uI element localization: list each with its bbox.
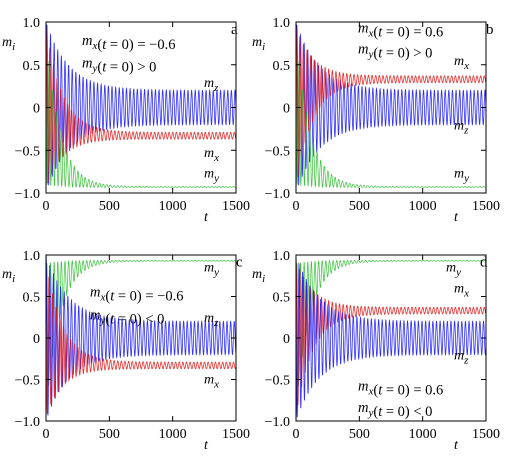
x-tick-label: 0 xyxy=(43,199,50,214)
annotation-my: my(t = 0) > 0 xyxy=(82,55,156,75)
y-tick-label: 0.5 xyxy=(23,59,41,74)
panel-letter: c xyxy=(236,255,243,271)
x-tick-label: 500 xyxy=(349,199,370,214)
series-label-my: my xyxy=(446,261,461,279)
annotation-my: my(t = 0) < 0 xyxy=(358,400,432,420)
series-label-mx: mx xyxy=(454,281,469,299)
series-line-mz xyxy=(296,262,486,418)
series-layer xyxy=(296,259,486,418)
series-label-mx: mx xyxy=(204,146,219,164)
x-tick-label: 1500 xyxy=(472,427,500,442)
x-axis-label: t xyxy=(204,438,209,453)
y-tick-label: 0.5 xyxy=(23,291,41,306)
x-axis-label: t xyxy=(454,438,459,453)
y-tick-label: 1.0 xyxy=(23,249,41,264)
annotation-mx: mx(t = 0) = 0.6 xyxy=(358,20,443,40)
y-tick-label: 1.0 xyxy=(23,16,41,31)
x-axis-label: t xyxy=(204,210,209,225)
series-line-mx xyxy=(46,27,236,184)
panel-letter: a xyxy=(231,22,238,38)
x-tick-label: 1500 xyxy=(472,199,500,214)
x-axis-label: t xyxy=(454,210,459,225)
series-layer xyxy=(46,24,236,188)
y-tick-label: −1.0 xyxy=(15,187,40,202)
y-axis-label: mi xyxy=(2,35,15,53)
y-tick-label: 0.5 xyxy=(273,291,291,306)
y-tick-label: 0 xyxy=(33,102,40,117)
series-label-mz: mz xyxy=(454,349,469,367)
y-axis-label: mi xyxy=(2,267,15,285)
y-tick-label: 1.0 xyxy=(273,16,291,31)
series-label-mz: mz xyxy=(454,119,469,137)
y-tick-label: −0.5 xyxy=(15,374,40,389)
y-axis-label: mi xyxy=(252,267,265,285)
series-line-my xyxy=(46,60,236,188)
series-line-mx xyxy=(296,26,486,177)
x-tick-label: 1000 xyxy=(159,427,187,442)
series-label-mx: mx xyxy=(204,373,219,391)
series-layer xyxy=(296,24,486,188)
x-tick-label: 500 xyxy=(99,427,120,442)
y-tick-label: −0.5 xyxy=(265,144,290,159)
x-tick-label: 500 xyxy=(349,427,370,442)
series-label-my: my xyxy=(204,167,219,185)
series-label-mz: mz xyxy=(204,311,219,329)
series-line-my xyxy=(296,260,486,387)
x-tick-label: 500 xyxy=(99,199,120,214)
y-tick-label: 0 xyxy=(283,102,290,117)
x-tick-label: 0 xyxy=(293,427,300,442)
x-tick-label: 1500 xyxy=(222,427,250,442)
y-tick-label: −0.5 xyxy=(265,374,290,389)
x-tick-label: 1000 xyxy=(159,199,187,214)
series-line-my xyxy=(296,60,486,188)
y-tick-label: −0.5 xyxy=(15,144,40,159)
x-tick-label: 0 xyxy=(293,199,300,214)
series-label-mz: mz xyxy=(204,76,219,94)
x-tick-label: 1000 xyxy=(409,427,437,442)
annotation-mx: mx(t = 0) = 0.6 xyxy=(358,378,443,398)
series-line-mx xyxy=(46,276,236,415)
y-tick-label: 0 xyxy=(283,332,290,347)
series-label-my: my xyxy=(204,261,219,279)
series-line-mz xyxy=(296,24,486,186)
y-tick-label: 0.5 xyxy=(273,59,291,74)
y-tick-label: 0 xyxy=(33,332,40,347)
annotation-my: my(t = 0) > 0 xyxy=(358,42,432,62)
panel-letter: d xyxy=(480,255,488,271)
y-tick-label: −1.0 xyxy=(265,187,290,202)
annotation-mx: mx(t = 0) = −0.6 xyxy=(82,33,176,53)
y-tick-label: 1.0 xyxy=(273,249,291,264)
series-line-my xyxy=(46,260,236,387)
x-tick-label: 1500 xyxy=(222,199,250,214)
x-tick-label: 0 xyxy=(43,427,50,442)
series-layer xyxy=(46,255,236,416)
series-label-my: my xyxy=(454,167,469,185)
y-tick-label: −1.0 xyxy=(15,415,40,430)
series-label-mx: mx xyxy=(454,54,469,72)
y-axis-label: mi xyxy=(252,35,265,53)
y-tick-label: −1.0 xyxy=(265,415,290,430)
x-tick-label: 1000 xyxy=(409,199,437,214)
annotation-mx: mx(t = 0) = −0.6 xyxy=(90,285,184,305)
panel-letter: b xyxy=(486,22,494,38)
annotation-my: my(t = 0) < 0 xyxy=(90,308,164,328)
